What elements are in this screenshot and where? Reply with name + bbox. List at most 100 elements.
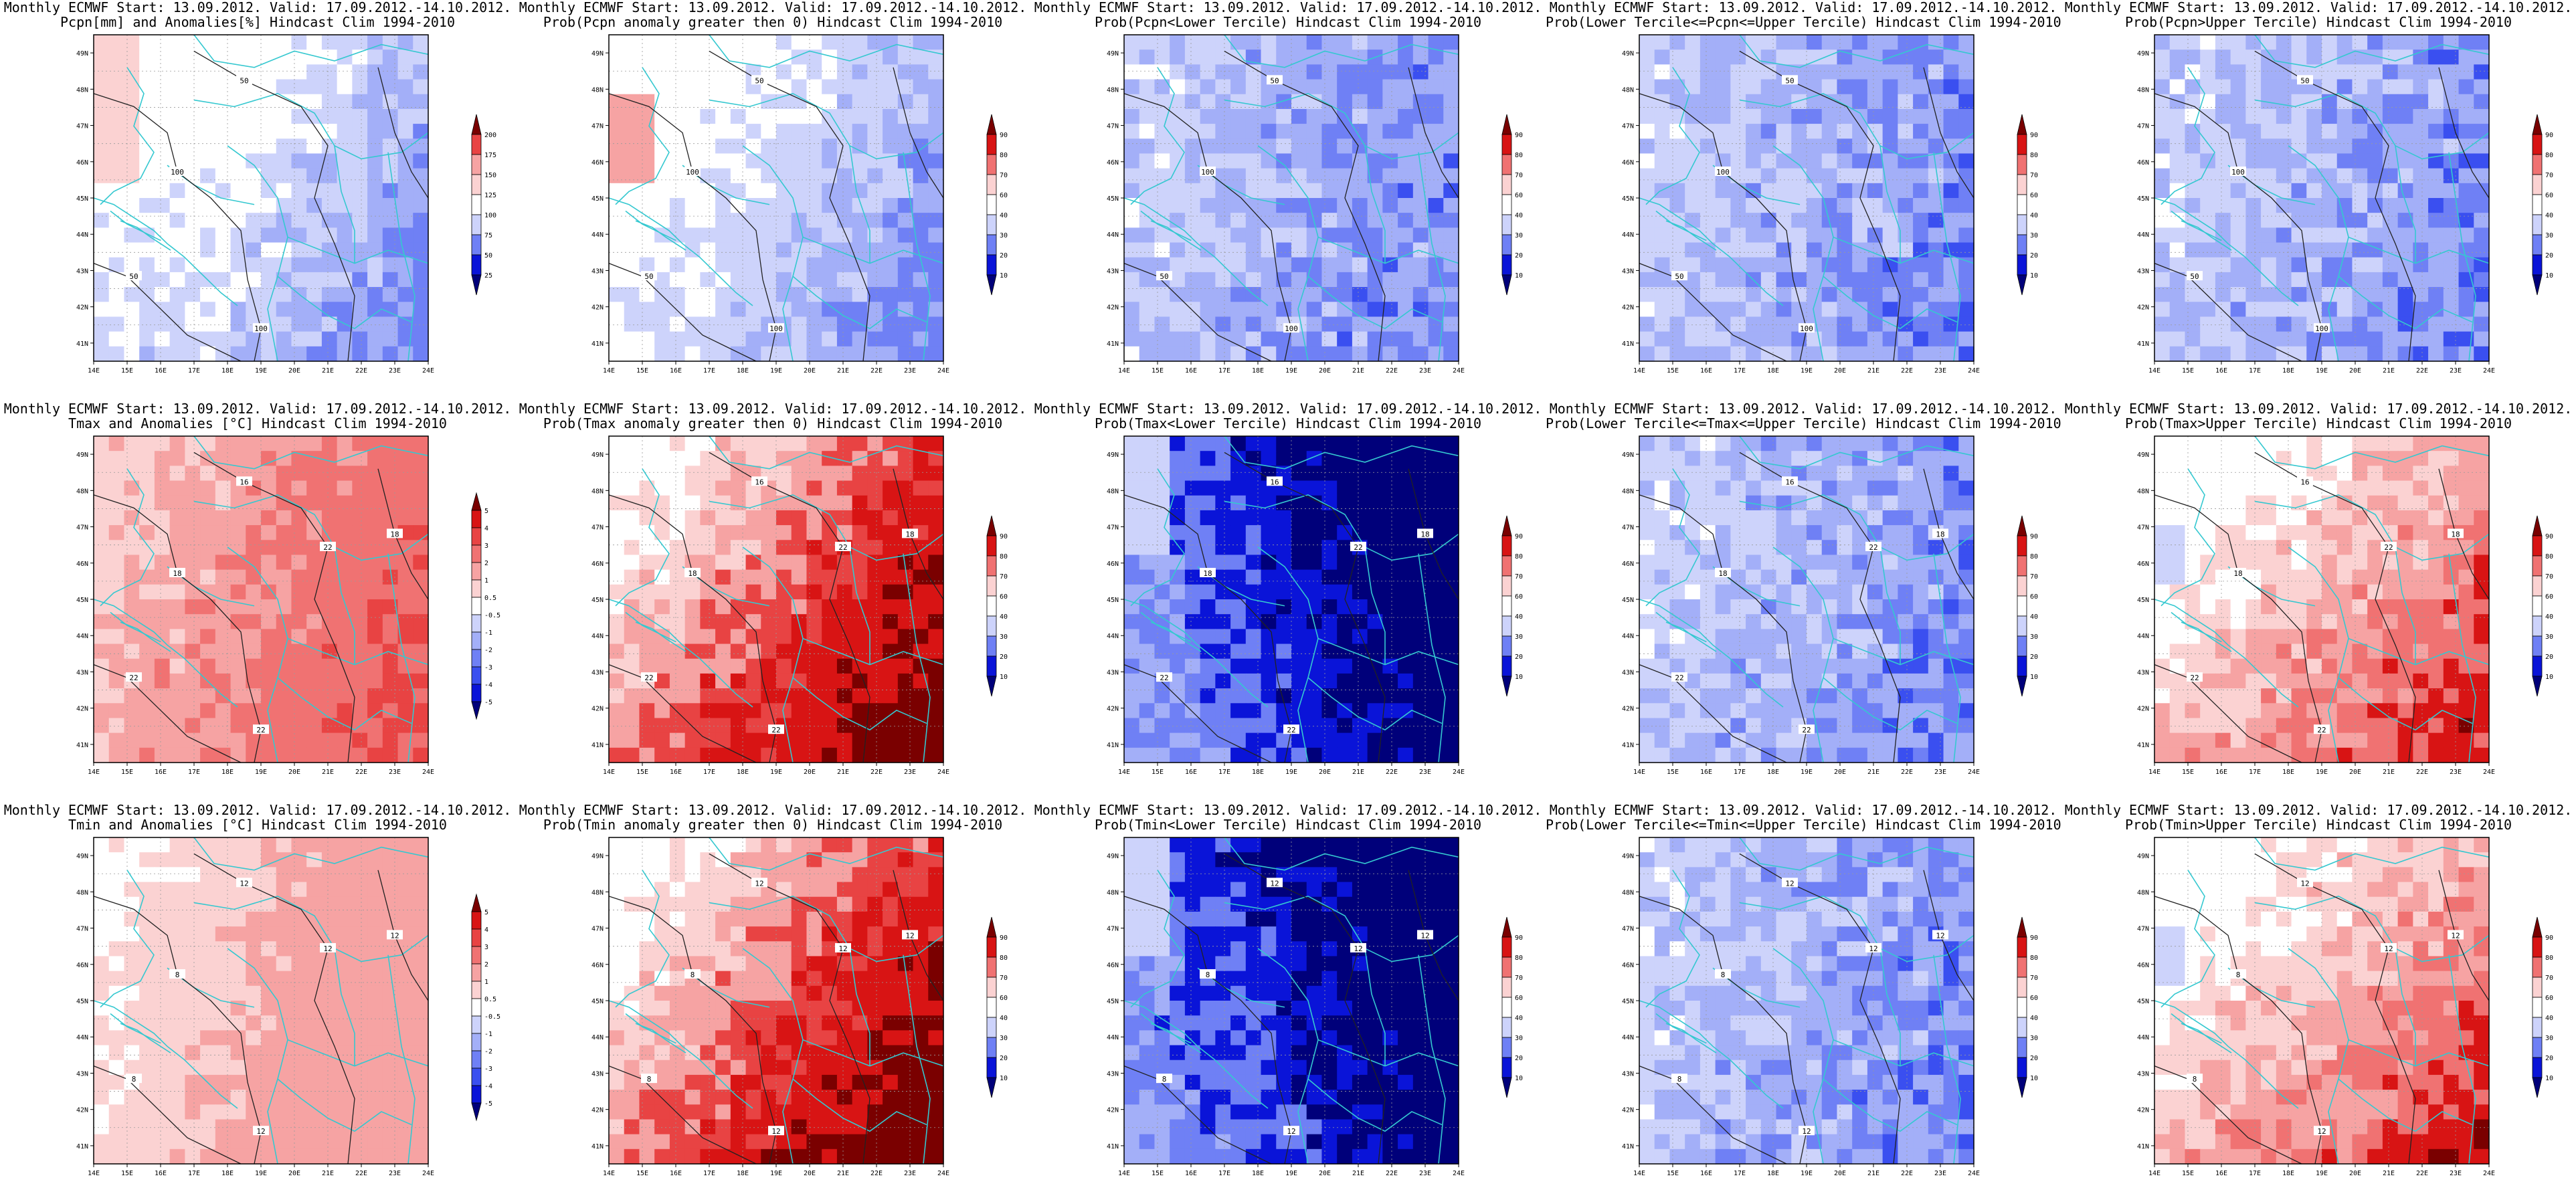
svg-text:18: 18 xyxy=(1420,530,1429,538)
latitude-tick-label: 42N xyxy=(1622,1107,1634,1114)
longitude-tick-label: 20E xyxy=(804,769,816,776)
map-panel: Monthly ECMWF Start: 13.09.2012. Valid: … xyxy=(515,401,1030,803)
longitude-tick-label: 15E xyxy=(1152,769,1164,776)
colorbar-label: 40 xyxy=(2030,1015,2038,1022)
latitude-tick-label: 43N xyxy=(591,1070,604,1078)
longitude-tick-label: 16E xyxy=(155,769,167,776)
map-panel: Monthly ECMWF Start: 13.09.2012. Valid: … xyxy=(1030,0,1546,401)
coastlines-borders xyxy=(2154,34,2490,362)
longitude-tick-label: 15E xyxy=(1152,1170,1164,1177)
longitude-tick-label: 17E xyxy=(188,1170,200,1177)
colorbar-label: 30 xyxy=(2030,232,2038,239)
contour-label: 22 xyxy=(835,541,851,552)
longitude-tick-label: 15E xyxy=(121,769,133,776)
contour-label: 22 xyxy=(1350,541,1366,552)
longitude-tick-label: 14E xyxy=(2148,367,2160,375)
map-panel: Monthly ECMWF Start: 13.09.2012. Valid: … xyxy=(0,803,515,1204)
contour-label: 100 xyxy=(768,323,784,333)
longitude-tick-label: 21E xyxy=(2383,367,2395,375)
colorbar-label: 60 xyxy=(2030,593,2038,601)
panel-title-line1: Monthly ECMWF Start: 13.09.2012. Valid: … xyxy=(3,401,512,417)
panel-title-line2: Prob(Tmin anomaly greater then 0) Hindca… xyxy=(543,817,1003,833)
longitude-tick-label: 18E xyxy=(1767,769,1779,776)
svg-text:100: 100 xyxy=(1285,324,1298,333)
longitude-tick-label: 18E xyxy=(221,1170,234,1177)
longitude-tick-label: 22E xyxy=(1386,1170,1398,1177)
panel-title-line1: Monthly ECMWF Start: 13.09.2012. Valid: … xyxy=(2064,802,2573,818)
colorbar-label: 10 xyxy=(2030,1075,2038,1082)
colorbar: 90 80 70 60 40 30 20 10 xyxy=(986,515,1008,697)
svg-text:16: 16 xyxy=(755,478,763,486)
svg-text:18: 18 xyxy=(688,569,697,578)
colorbar-label: 60 xyxy=(2545,192,2553,199)
latitude-tick-label: 46N xyxy=(76,561,88,568)
longitude-tick-label: 20E xyxy=(2349,367,2361,375)
latitude-tick-label: 44N xyxy=(591,231,604,239)
longitude-tick-label: 21E xyxy=(1352,367,1364,375)
longitude-tick-label: 16E xyxy=(155,367,167,375)
svg-text:50: 50 xyxy=(129,272,138,281)
contour-label: 12 xyxy=(387,930,403,940)
contour-label: 16 xyxy=(1782,476,1798,486)
latitude-tick-label: 44N xyxy=(76,1034,88,1041)
colorbar-label: 20 xyxy=(1000,252,1008,260)
latitude-tick-label: 47N xyxy=(1622,524,1634,532)
colorbar-label: 80 xyxy=(1000,955,1008,962)
longitude-tick-label: 14E xyxy=(1118,1170,1130,1177)
colorbar: 90 80 70 60 40 30 20 10 xyxy=(2017,916,2038,1098)
svg-text:22: 22 xyxy=(771,726,780,734)
panel-title-line1: Monthly ECMWF Start: 13.09.2012. Valid: … xyxy=(519,401,1027,417)
colorbar-label: 20 xyxy=(2030,252,2038,260)
latitude-tick-label: 44N xyxy=(591,1034,604,1041)
map-figure: 50 100 100 50 49N 48N 47N 46N 45N 44N 43N 42N 41N 14E… xyxy=(591,34,1008,375)
contour-label: 8 xyxy=(684,969,701,979)
latitude-tick-label: 42N xyxy=(76,304,88,312)
svg-text:50: 50 xyxy=(1785,76,1794,85)
longitude-tick-label: 15E xyxy=(2182,1170,2194,1177)
colorbar-label: 70 xyxy=(2030,172,2038,179)
svg-text:100: 100 xyxy=(769,324,783,333)
panel-title-line2: Prob(Pcpn<Lower Tercile) Hindcast Clim 1… xyxy=(1095,14,1481,30)
longitude-tick-label: 17E xyxy=(1218,1170,1230,1177)
panel-title-line1: Monthly ECMWF Start: 13.09.2012. Valid: … xyxy=(2064,401,2573,417)
latitude-tick-label: 48N xyxy=(2137,488,2149,495)
latitude-tick-label: 44N xyxy=(1622,633,1634,640)
colorbar: 90 80 70 60 40 30 20 10 xyxy=(986,916,1008,1098)
longitude-tick-label: 19E xyxy=(255,367,267,375)
longitude-tick-label: 17E xyxy=(2249,1170,2261,1177)
colorbar-label: 70 xyxy=(1000,172,1008,179)
contour-label: 12 xyxy=(768,1126,784,1136)
svg-text:22: 22 xyxy=(1354,543,1362,552)
colorbar-label: 70 xyxy=(1000,975,1008,982)
longitude-tick-label: 24E xyxy=(2483,367,2495,375)
contour-label: 12 xyxy=(902,930,918,940)
colorbar-label: 10 xyxy=(2545,1075,2553,1082)
longitude-tick-label: 18E xyxy=(2282,367,2294,375)
latitude-tick-label: 46N xyxy=(591,962,604,969)
longitude-tick-label: 15E xyxy=(121,367,133,375)
longitude-tick-label: 18E xyxy=(2282,769,2294,776)
svg-text:100: 100 xyxy=(1201,168,1214,177)
latitude-tick-label: 42N xyxy=(1622,304,1634,312)
latitude-tick-label: 45N xyxy=(1622,998,1634,1005)
longitude-tick-label: 19E xyxy=(1285,769,1297,776)
contour-lines xyxy=(1123,853,1459,1165)
longitude-tick-label: 17E xyxy=(1734,367,1746,375)
colorbar: 90 80 70 60 40 30 20 10 xyxy=(2532,515,2553,697)
shaded-field xyxy=(609,837,944,1165)
colorbar-label: 30 xyxy=(1000,232,1008,239)
map-panel: Monthly ECMWF Start: 13.09.2012. Valid: … xyxy=(1546,803,2061,1204)
longitude-tick-label: 18E xyxy=(737,769,749,776)
svg-text:50: 50 xyxy=(1270,76,1279,85)
contour-label: 12 xyxy=(751,878,767,888)
latitude-tick-label: 43N xyxy=(1622,1070,1634,1078)
longitude-tick-label: 14E xyxy=(1118,367,1130,375)
longitude-tick-label: 16E xyxy=(1185,769,1197,776)
shaded-field xyxy=(94,35,429,362)
contour-label: 12 xyxy=(1350,942,1366,953)
latitude-tick-label: 42N xyxy=(2137,706,2149,713)
latitude-tick-label: 46N xyxy=(1622,159,1634,167)
longitude-tick-label: 15E xyxy=(1667,1170,1679,1177)
colorbar-label: 3 xyxy=(484,944,488,951)
longitude-tick-label: 21E xyxy=(1352,769,1364,776)
